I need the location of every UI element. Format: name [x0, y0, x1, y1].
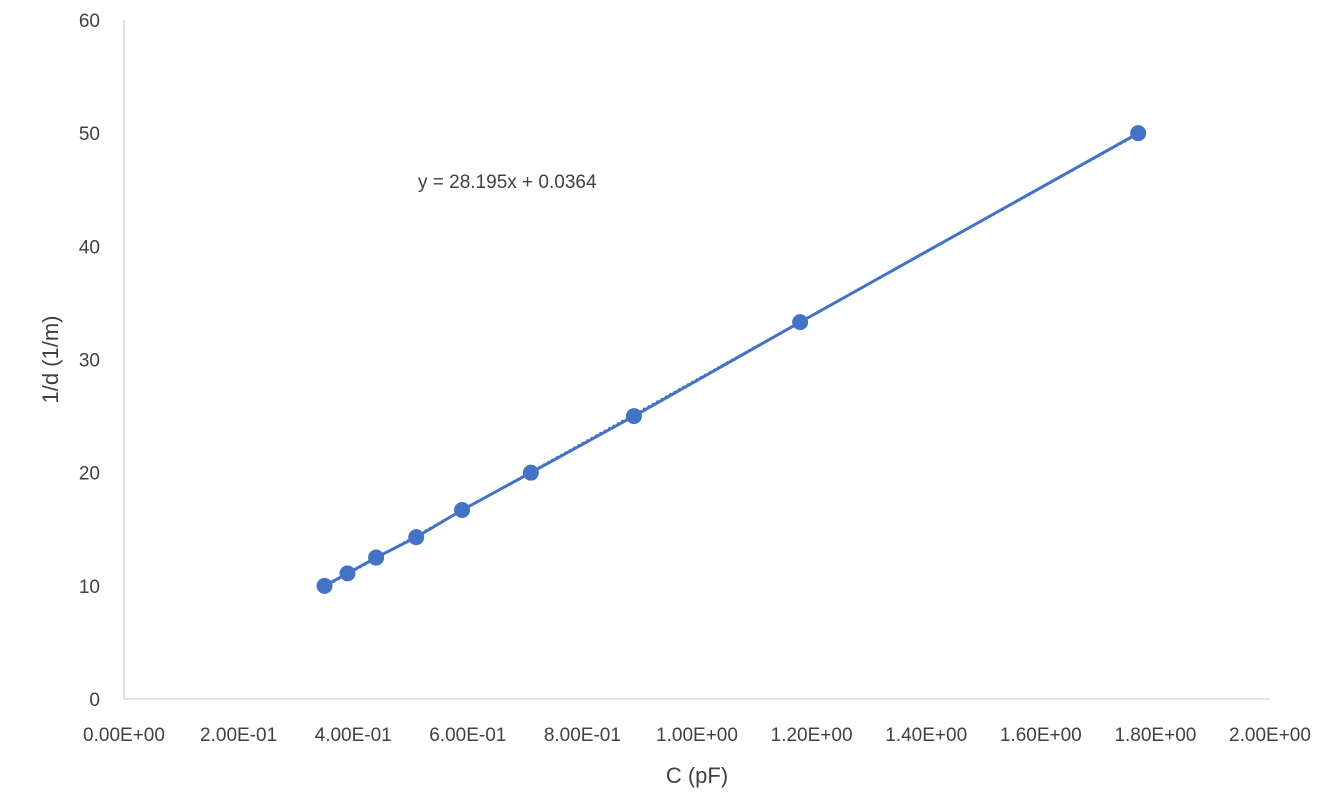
data-point	[625, 408, 642, 425]
x-tick-labels: 0.00E+00 2.00E-01 4.00E-01 6.00E-01 8.00E-01…	[83, 725, 1311, 746]
data-point	[368, 549, 385, 566]
y-tick-label: 40	[79, 237, 100, 258]
y-tick-label: 20	[79, 464, 100, 485]
y-tick-label: 50	[79, 124, 100, 145]
x-axis-title: C (pF)	[666, 763, 728, 788]
data-point	[522, 464, 539, 481]
series-group	[316, 125, 1147, 594]
y-tick-label: 10	[79, 577, 100, 598]
x-tick-label: 1.40E+00	[885, 725, 967, 746]
x-tick-label: 8.00E-01	[544, 725, 621, 746]
data-point	[408, 529, 425, 546]
data-point	[1130, 125, 1147, 142]
series-line	[323, 131, 1139, 588]
trendline-equation: y = 28.195x + 0.0364	[418, 172, 597, 193]
x-tick-label: 2.00E-01	[200, 725, 277, 746]
x-tick-label: 1.20E+00	[771, 725, 853, 746]
x-tick-label: 1.60E+00	[1000, 725, 1082, 746]
y-tick-label: 60	[79, 11, 100, 32]
y-tick-label: 30	[79, 351, 100, 372]
y-axis-title: 1/d (1/m)	[38, 315, 63, 403]
data-point	[316, 577, 333, 594]
x-tick-label: 4.00E-01	[315, 725, 392, 746]
x-tick-label: 1.00E+00	[656, 725, 738, 746]
data-point	[339, 565, 356, 582]
y-tick-label: 0	[89, 690, 100, 711]
x-tick-label: 2.00E+00	[1229, 725, 1311, 746]
axes	[123, 20, 1270, 700]
x-tick-label: 1.80E+00	[1114, 725, 1196, 746]
x-tick-label: 0.00E+00	[83, 725, 165, 746]
data-point	[454, 502, 471, 519]
y-tick-labels: 0 10 20 30 40 50 60	[79, 11, 100, 711]
data-point	[792, 314, 809, 331]
x-tick-label: 6.00E-01	[429, 725, 506, 746]
